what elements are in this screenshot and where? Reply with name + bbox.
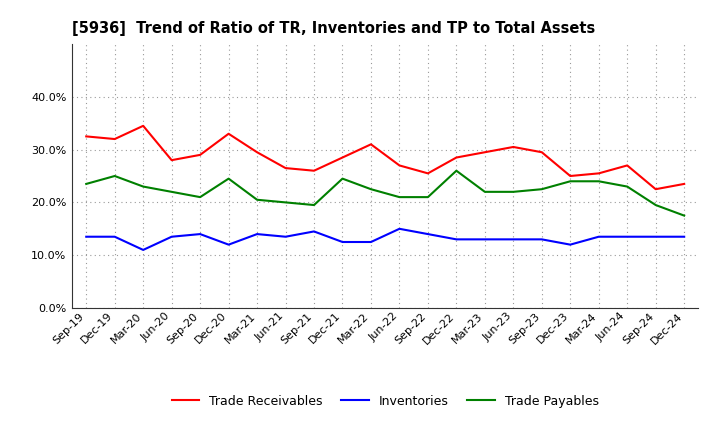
Trade Payables	[395, 194, 404, 200]
Inventories	[282, 234, 290, 239]
Inventories	[225, 242, 233, 247]
Trade Payables	[196, 194, 204, 200]
Trade Payables	[509, 189, 518, 194]
Trade Payables	[680, 213, 688, 218]
Text: [5936]  Trend of Ratio of TR, Inventories and TP to Total Assets: [5936] Trend of Ratio of TR, Inventories…	[72, 21, 595, 36]
Trade Payables	[452, 168, 461, 173]
Trade Receivables	[680, 181, 688, 187]
Inventories	[480, 237, 489, 242]
Trade Receivables	[566, 173, 575, 179]
Trade Receivables	[310, 168, 318, 173]
Inventories	[623, 234, 631, 239]
Trade Payables	[595, 179, 603, 184]
Trade Payables	[82, 181, 91, 187]
Trade Receivables	[395, 163, 404, 168]
Inventories	[253, 231, 261, 237]
Trade Receivables	[652, 187, 660, 192]
Trade Receivables	[480, 150, 489, 155]
Trade Payables	[253, 197, 261, 202]
Trade Receivables	[595, 171, 603, 176]
Trade Payables	[167, 189, 176, 194]
Inventories	[167, 234, 176, 239]
Trade Receivables	[167, 158, 176, 163]
Trade Receivables	[338, 155, 347, 160]
Inventories	[139, 247, 148, 253]
Inventories	[338, 239, 347, 245]
Inventories	[595, 234, 603, 239]
Trade Payables	[225, 176, 233, 181]
Trade Payables	[366, 187, 375, 192]
Trade Receivables	[282, 165, 290, 171]
Inventories	[366, 239, 375, 245]
Trade Payables	[480, 189, 489, 194]
Trade Payables	[623, 184, 631, 189]
Line: Inventories: Inventories	[86, 229, 684, 250]
Trade Receivables	[139, 123, 148, 128]
Trade Receivables	[509, 144, 518, 150]
Legend: Trade Receivables, Inventories, Trade Payables: Trade Receivables, Inventories, Trade Pa…	[166, 390, 604, 413]
Trade Receivables	[196, 152, 204, 158]
Trade Receivables	[225, 131, 233, 136]
Inventories	[110, 234, 119, 239]
Inventories	[680, 234, 688, 239]
Inventories	[310, 229, 318, 234]
Trade Payables	[310, 202, 318, 208]
Inventories	[652, 234, 660, 239]
Trade Payables	[338, 176, 347, 181]
Trade Payables	[566, 179, 575, 184]
Inventories	[395, 226, 404, 231]
Trade Payables	[139, 184, 148, 189]
Trade Payables	[537, 187, 546, 192]
Inventories	[537, 237, 546, 242]
Trade Receivables	[253, 150, 261, 155]
Trade Receivables	[82, 134, 91, 139]
Inventories	[566, 242, 575, 247]
Trade Receivables	[452, 155, 461, 160]
Trade Receivables	[366, 142, 375, 147]
Trade Receivables	[623, 163, 631, 168]
Trade Receivables	[110, 136, 119, 142]
Inventories	[509, 237, 518, 242]
Trade Payables	[423, 194, 432, 200]
Inventories	[196, 231, 204, 237]
Line: Trade Payables: Trade Payables	[86, 171, 684, 216]
Inventories	[452, 237, 461, 242]
Trade Payables	[110, 173, 119, 179]
Line: Trade Receivables: Trade Receivables	[86, 126, 684, 189]
Inventories	[423, 231, 432, 237]
Trade Payables	[652, 202, 660, 208]
Inventories	[82, 234, 91, 239]
Trade Receivables	[423, 171, 432, 176]
Trade Receivables	[537, 150, 546, 155]
Trade Payables	[282, 200, 290, 205]
